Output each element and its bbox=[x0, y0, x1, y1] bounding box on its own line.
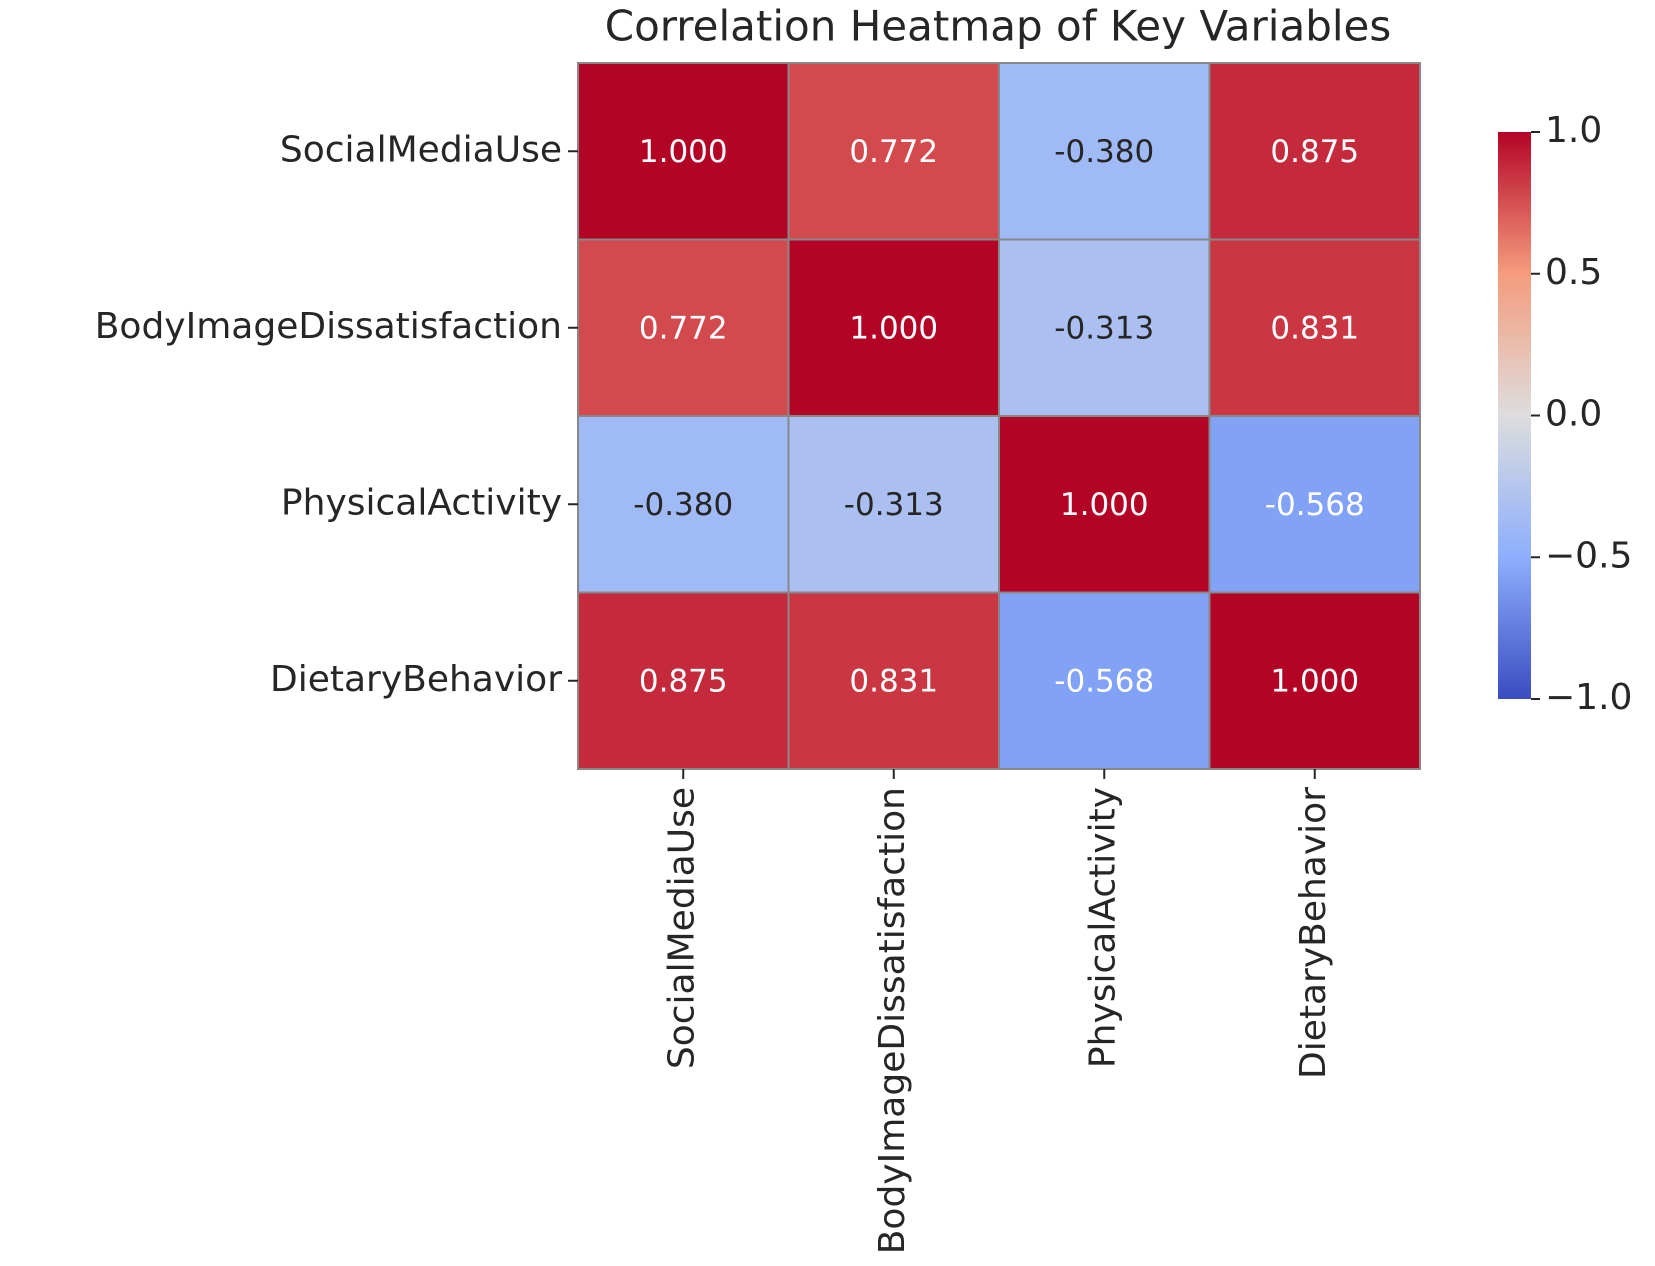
cell-label: -0.313 bbox=[844, 487, 944, 523]
heatmap-cell bbox=[1208, 62, 1421, 241]
colorbar-tick-label: 0.0 bbox=[1545, 394, 1602, 435]
colorbar-tick-label: −1.0 bbox=[1545, 677, 1632, 718]
cell-label: -0.380 bbox=[633, 487, 733, 523]
x-tick-label: DietaryBehavior bbox=[1293, 787, 1334, 1079]
cell-label: 0.831 bbox=[849, 663, 938, 699]
x-tick-label: PhysicalActivity bbox=[1082, 787, 1123, 1068]
cell-label: -0.313 bbox=[1054, 310, 1154, 346]
heatmap-cell bbox=[1208, 238, 1421, 417]
cell-label: 0.772 bbox=[849, 134, 938, 170]
colorbar-tick-label: 0.5 bbox=[1545, 252, 1602, 293]
heatmap-cell bbox=[1208, 415, 1421, 594]
heatmap-cell bbox=[998, 591, 1211, 770]
cell-label: -0.568 bbox=[1054, 663, 1154, 699]
colorbar bbox=[1498, 132, 1531, 699]
cell-label: 0.772 bbox=[639, 310, 728, 346]
cell-label: 0.875 bbox=[639, 663, 728, 699]
cell-label: 0.831 bbox=[1270, 310, 1359, 346]
cell-label: 1.000 bbox=[1060, 487, 1149, 523]
heatmap-cell bbox=[1208, 591, 1421, 770]
heatmap-cell bbox=[577, 238, 790, 417]
y-tick-label: DietaryBehavior bbox=[270, 659, 562, 700]
cell-label: 0.875 bbox=[1270, 134, 1359, 170]
heatmap-cell bbox=[998, 62, 1211, 241]
chart-title: Correlation Heatmap of Key Variables bbox=[605, 2, 1392, 51]
colorbar-tick-label: 1.0 bbox=[1545, 110, 1602, 151]
heatmap-cell bbox=[577, 62, 790, 241]
y-tick-label: PhysicalActivity bbox=[281, 482, 562, 523]
x-tick-label: BodyImageDissatisfaction bbox=[872, 787, 913, 1254]
heatmap-cell bbox=[577, 591, 790, 770]
y-tick-label: SocialMediaUse bbox=[280, 129, 562, 170]
cell-label: 1.000 bbox=[849, 310, 938, 346]
cell-label: -0.380 bbox=[1054, 134, 1154, 170]
x-tick-label: SocialMediaUse bbox=[661, 787, 702, 1069]
cell-label: -0.568 bbox=[1265, 487, 1365, 523]
y-tick-label: BodyImageDissatisfaction bbox=[95, 306, 562, 347]
cell-label: 1.000 bbox=[1270, 663, 1359, 699]
heatmap-cell bbox=[787, 415, 1000, 594]
heatmap-cell bbox=[787, 62, 1000, 241]
heatmap-cell bbox=[787, 238, 1000, 417]
heatmap-cell bbox=[787, 591, 1000, 770]
cell-label: 1.000 bbox=[639, 134, 728, 170]
colorbar-tick-label: −0.5 bbox=[1545, 535, 1632, 576]
